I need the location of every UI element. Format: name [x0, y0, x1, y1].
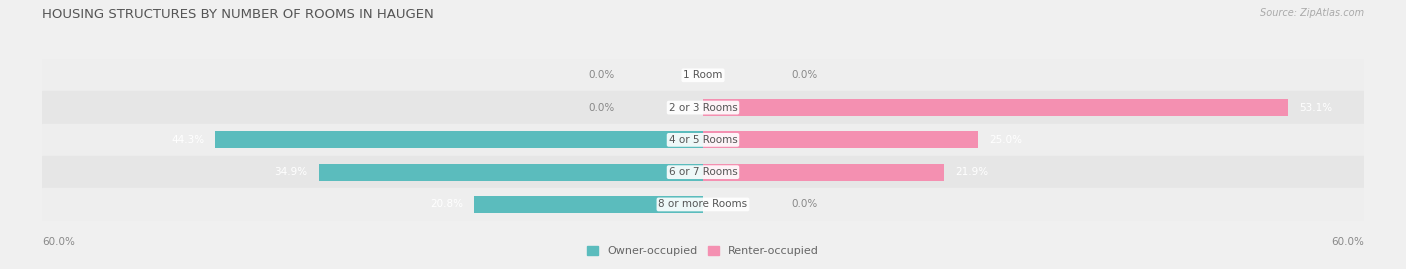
Text: 4 or 5 Rooms: 4 or 5 Rooms — [669, 135, 737, 145]
Bar — [703, 164, 945, 180]
Bar — [42, 124, 1364, 156]
Legend: Owner-occupied, Renter-occupied: Owner-occupied, Renter-occupied — [582, 242, 824, 261]
Bar — [703, 132, 979, 148]
Text: HOUSING STRUCTURES BY NUMBER OF ROOMS IN HAUGEN: HOUSING STRUCTURES BY NUMBER OF ROOMS IN… — [42, 8, 434, 21]
Text: 6 or 7 Rooms: 6 or 7 Rooms — [669, 167, 737, 177]
Text: 0.0%: 0.0% — [792, 70, 817, 80]
Text: 44.3%: 44.3% — [172, 135, 204, 145]
Text: 0.0%: 0.0% — [589, 70, 614, 80]
Text: Source: ZipAtlas.com: Source: ZipAtlas.com — [1260, 8, 1364, 18]
Bar — [42, 91, 1364, 124]
Text: 25.0%: 25.0% — [990, 135, 1022, 145]
Text: 21.9%: 21.9% — [955, 167, 988, 177]
Bar — [474, 196, 703, 213]
Text: 1 Room: 1 Room — [683, 70, 723, 80]
Bar — [42, 188, 1364, 221]
Bar — [215, 132, 703, 148]
Text: 0.0%: 0.0% — [589, 102, 614, 113]
Text: 8 or more Rooms: 8 or more Rooms — [658, 199, 748, 210]
Text: 20.8%: 20.8% — [430, 199, 463, 210]
Text: 53.1%: 53.1% — [1299, 102, 1331, 113]
Text: 0.0%: 0.0% — [792, 199, 817, 210]
Bar — [42, 156, 1364, 188]
Bar — [319, 164, 703, 180]
Text: 34.9%: 34.9% — [274, 167, 308, 177]
Text: 60.0%: 60.0% — [1331, 237, 1364, 247]
Text: 60.0%: 60.0% — [42, 237, 75, 247]
Bar — [703, 99, 1288, 116]
Text: 2 or 3 Rooms: 2 or 3 Rooms — [669, 102, 737, 113]
Bar — [42, 59, 1364, 91]
